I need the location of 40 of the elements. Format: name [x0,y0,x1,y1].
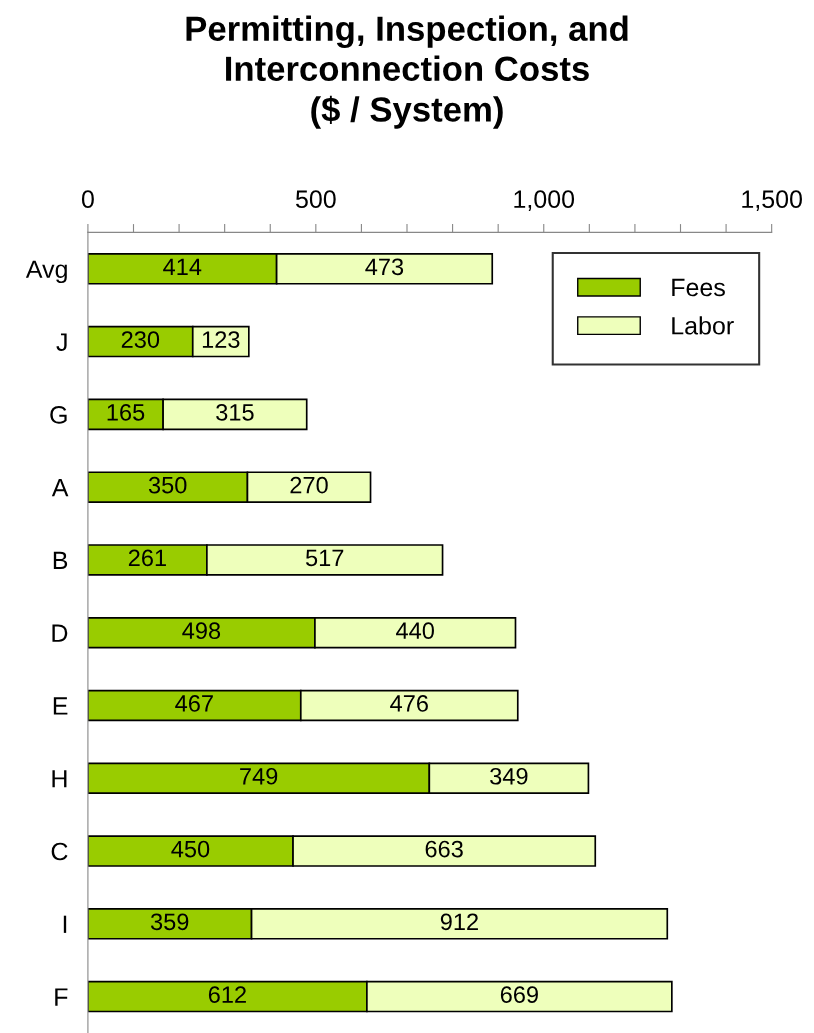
data-label: 165 [107,403,145,421]
legend-label: Fees [672,278,725,297]
data-label: 912 [440,913,478,931]
legend-label: Labor [672,316,734,335]
data-label: 414 [163,258,202,275]
x-tick-label: 500 [295,190,336,209]
y-tick-label: Avg [25,260,67,284]
data-label: 749 [240,767,278,785]
data-label: 517 [305,549,344,567]
data-label: 349 [490,767,528,785]
data-label: 359 [150,913,189,931]
y-tick-label: E [53,697,68,715]
y-tick-label: I [63,915,67,933]
y-tick-label: H [52,770,67,788]
data-label: 123 [202,331,240,348]
x-tick-label: 0 [81,190,94,209]
data-label: 450 [171,840,210,858]
y-tick-label: B [53,551,68,569]
data-label: 467 [175,695,213,712]
data-label: 261 [128,549,166,567]
x-tick-label: 1,500 [742,190,802,211]
y-tick-label: D [52,624,68,642]
data-label: 270 [290,476,328,494]
data-label: 612 [208,986,246,1003]
data-label: 473 [365,258,404,276]
data-label: 669 [500,986,538,1003]
y-tick-label: C [51,842,68,861]
data-label: 315 [216,403,254,421]
y-tick-label: J [56,333,67,351]
y-tick-label: A [51,479,69,497]
x-tick-label: 1,000 [514,190,575,211]
data-label: 350 [148,476,187,494]
data-label: 440 [396,622,434,640]
data-label: 476 [390,695,428,712]
data-label: 230 [121,331,160,348]
data-label: 498 [182,622,221,640]
y-tick-label: G [50,405,67,424]
data-label: 663 [425,840,463,858]
chart-title: Permitting, Inspection, and Interconnection Costs ($ / System) [186,15,628,129]
y-tick-label: F [55,988,68,1006]
